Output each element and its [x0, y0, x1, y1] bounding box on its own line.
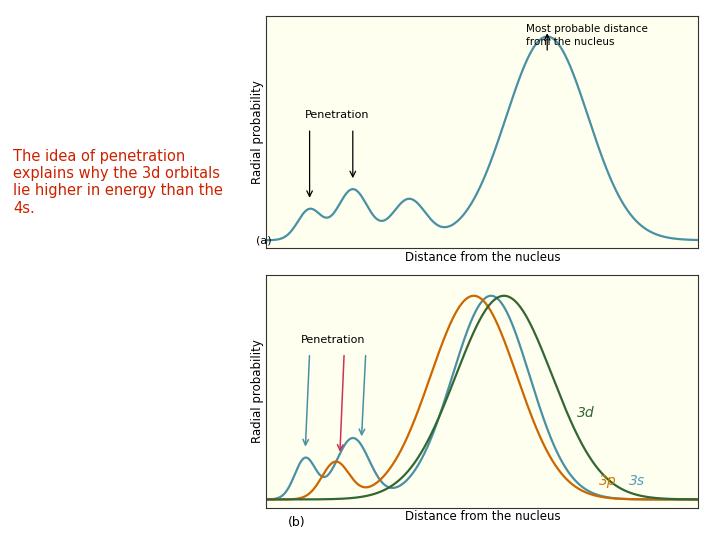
- Text: Penetration: Penetration: [301, 335, 366, 345]
- Y-axis label: Radial probability: Radial probability: [251, 340, 264, 443]
- Y-axis label: Radial probability: Radial probability: [251, 80, 264, 184]
- Text: 3s: 3s: [629, 474, 645, 488]
- Text: (b): (b): [288, 516, 305, 529]
- X-axis label: Distance from the nucleus: Distance from the nucleus: [405, 510, 560, 523]
- Text: 3d: 3d: [577, 406, 595, 420]
- Text: Penetration: Penetration: [305, 110, 370, 120]
- Text: 3p: 3p: [599, 475, 616, 489]
- Text: The idea of penetration
explains why the 3d orbitals
lie higher in energy than t: The idea of penetration explains why the…: [13, 148, 222, 215]
- X-axis label: Distance from the nucleus: Distance from the nucleus: [405, 251, 560, 264]
- Text: (a): (a): [256, 235, 271, 246]
- Text: Most probable distance
from the nucleus: Most probable distance from the nucleus: [526, 24, 647, 47]
